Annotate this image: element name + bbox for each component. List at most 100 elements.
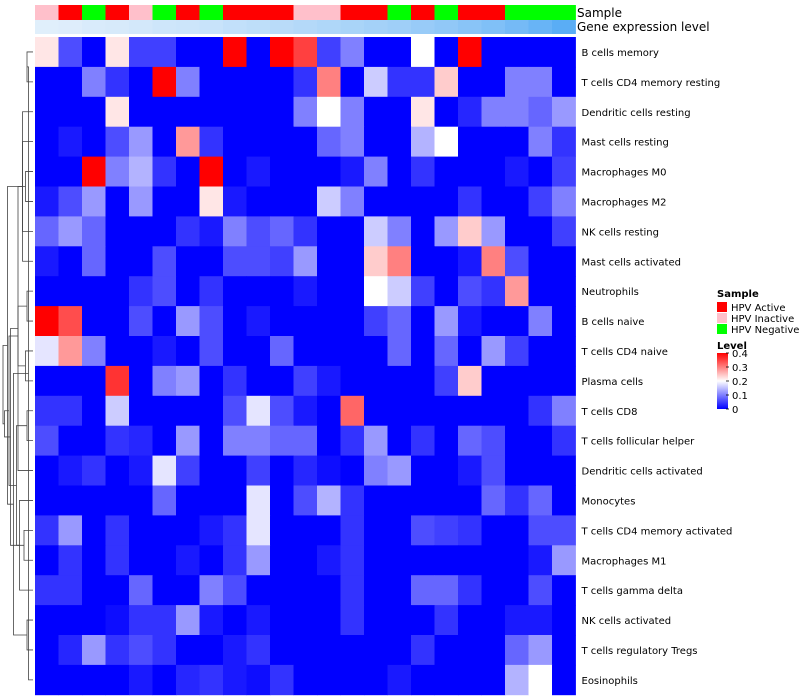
sample-cell — [223, 5, 247, 20]
heatmap-cell — [317, 515, 341, 546]
heatmap-cell — [270, 186, 294, 217]
dendrogram-branch — [17, 186, 33, 471]
heatmap-cell — [293, 37, 318, 68]
heatmap-cell — [105, 276, 130, 307]
heatmap-cell — [552, 515, 576, 546]
heatmap-cell — [458, 575, 482, 606]
heatmap-cell — [411, 336, 435, 367]
heatmap-cell — [364, 635, 388, 666]
expression-cell — [223, 20, 247, 34]
heatmap-cell — [458, 306, 482, 337]
heatmap-cell — [552, 66, 576, 98]
heatmap-cell — [458, 425, 482, 456]
heatmap-cell — [458, 515, 482, 546]
heatmap-cell — [481, 126, 506, 157]
heatmap-cell — [35, 276, 59, 307]
heatmap-cell — [364, 37, 388, 68]
heatmap-cell — [411, 395, 435, 427]
heatmap-cell — [481, 306, 506, 337]
heatmap-cell — [58, 575, 83, 606]
heatmap-cell — [317, 635, 341, 666]
heatmap-cell — [176, 545, 200, 576]
heatmap-cell — [35, 246, 59, 277]
heatmap-cell — [364, 246, 388, 277]
heatmap-cell — [387, 605, 412, 636]
heatmap-cell — [317, 336, 341, 367]
heatmap-cell — [223, 515, 247, 546]
heatmap-cell — [246, 66, 271, 98]
heatmap-cell — [152, 425, 177, 456]
heatmap-cell — [82, 306, 106, 337]
heatmap-cell — [411, 126, 435, 157]
heatmap-cell — [481, 664, 506, 696]
heatmap-cell — [481, 575, 506, 606]
heatmap-cell — [199, 336, 224, 367]
heatmap-cell — [481, 515, 506, 546]
heatmap-cell — [293, 336, 318, 367]
sample-annotation-track — [35, 5, 576, 20]
heatmap-cell — [176, 186, 200, 217]
sample-cell — [505, 5, 529, 20]
heatmap-cell — [35, 515, 59, 546]
heatmap-cell — [82, 605, 106, 636]
heatmap-cell — [505, 605, 529, 636]
heatmap-cell — [364, 545, 388, 576]
heatmap-cell — [82, 575, 106, 606]
heatmap-cell — [434, 156, 459, 187]
expression-cell — [199, 20, 224, 34]
heatmap-cell — [223, 395, 247, 427]
sample-cell — [82, 5, 106, 20]
heatmap-cell — [481, 156, 506, 187]
heatmap-cell — [58, 66, 83, 98]
heatmap-cell — [340, 186, 365, 217]
heatmap-cell — [317, 575, 341, 606]
heatmap-cell — [246, 37, 271, 68]
heatmap-cell — [270, 306, 294, 337]
heatmap-cell — [246, 545, 271, 576]
expression-cell — [364, 20, 388, 34]
heatmap-cell — [58, 485, 83, 516]
heatmap-cell — [505, 635, 529, 666]
heatmap-cell — [552, 455, 576, 486]
heatmap-cell — [35, 425, 59, 456]
heatmap-cell — [270, 216, 294, 247]
heatmap-cell — [458, 66, 482, 98]
sample-legend-swatch — [717, 302, 727, 312]
heatmap-cell — [129, 515, 153, 546]
heatmap-cell — [270, 605, 294, 636]
row-label: T cells CD4 memory resting — [581, 78, 721, 89]
row-label: Macrophages M1 — [582, 556, 667, 567]
heatmap-cell — [129, 545, 153, 576]
heatmap-cell — [505, 575, 529, 606]
heatmap-cell — [152, 515, 177, 546]
heatmap-cell — [293, 635, 318, 666]
expression-cell — [152, 20, 177, 34]
heatmap-cell — [35, 545, 59, 576]
row-label: Mast cells resting — [582, 138, 669, 149]
heatmap-cell — [270, 37, 294, 68]
heatmap-cell — [223, 635, 247, 666]
heatmap-cell — [105, 246, 130, 277]
heatmap-cell — [129, 575, 153, 606]
heatmap-cell — [176, 306, 200, 337]
heatmap-cell — [387, 96, 412, 128]
heatmap-cell — [458, 455, 482, 486]
heatmap-cell — [105, 365, 130, 397]
level-legend-tick-label: 0.4 — [732, 349, 748, 360]
heatmap-cell — [223, 156, 247, 187]
heatmap-cell — [176, 37, 200, 68]
heatmap-cell — [199, 395, 224, 427]
heatmap-cell — [129, 276, 153, 307]
heatmap-cell — [105, 635, 130, 666]
heatmap-cell — [552, 545, 576, 576]
expression-annotation-track — [35, 20, 576, 34]
heatmap-cell — [364, 126, 388, 157]
heatmap-cell — [387, 306, 412, 337]
sample-cell — [528, 5, 553, 20]
heatmap-cell — [552, 156, 576, 187]
heatmap-cell — [35, 186, 59, 217]
heatmap-cell — [270, 664, 294, 696]
heatmap-cell — [58, 186, 83, 217]
heatmap-cell — [82, 455, 106, 486]
heatmap-cell — [129, 455, 153, 486]
